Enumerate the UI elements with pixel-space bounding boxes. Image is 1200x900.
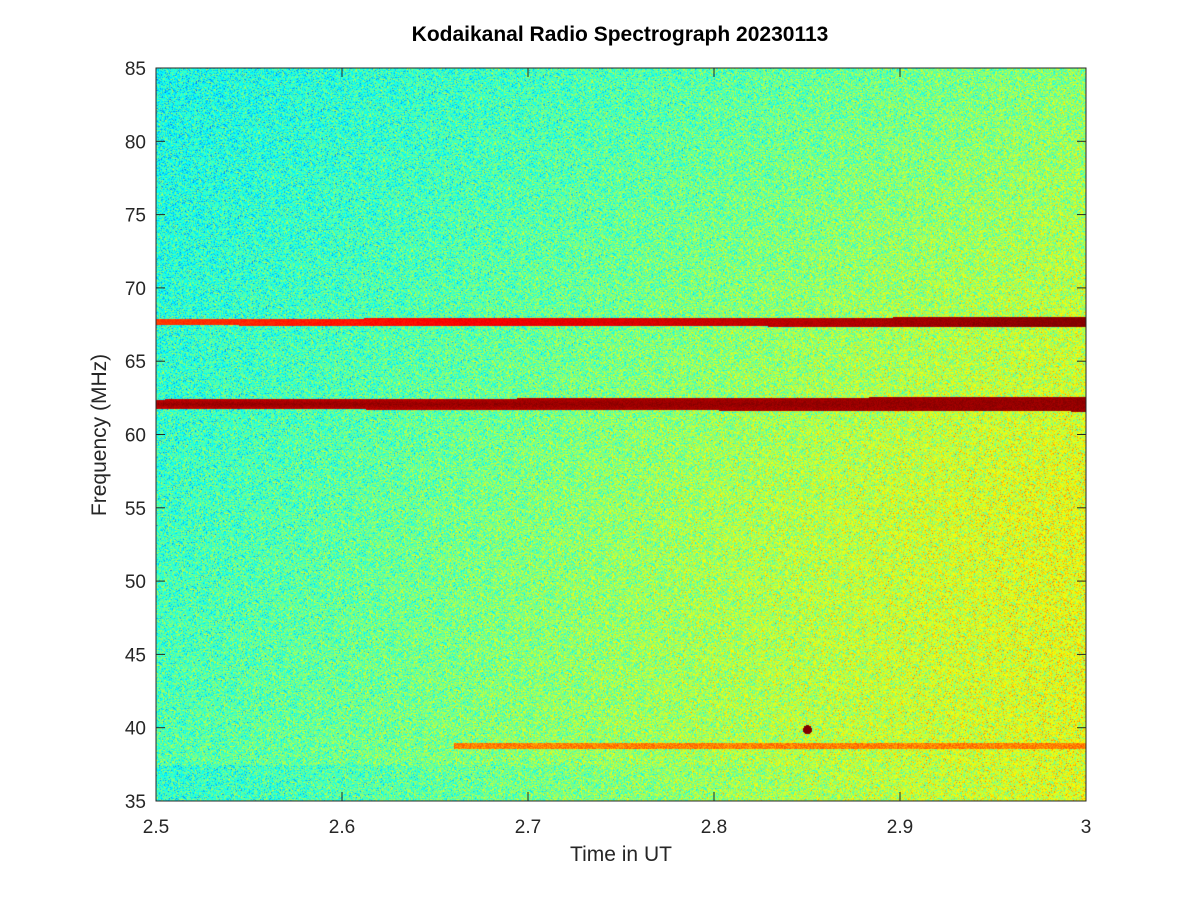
y-tick-label: 75 <box>125 206 146 227</box>
y-tick-label: 85 <box>125 59 146 80</box>
spectrogram-canvas <box>156 68 1086 801</box>
x-axis-label: Time in UT <box>570 843 672 866</box>
x-tick-label: 2.8 <box>701 817 727 838</box>
x-tick-label: 2.7 <box>515 817 541 838</box>
y-tick-label: 65 <box>125 352 146 373</box>
x-tick-label: 2.9 <box>887 817 913 838</box>
y-tick-label: 35 <box>125 792 146 813</box>
y-tick-label: 70 <box>125 279 146 300</box>
x-tick-label: 3 <box>1081 817 1092 838</box>
y-tick-label: 60 <box>125 426 146 447</box>
y-axis-label: Frequency (MHz) <box>88 354 111 516</box>
y-tick-label: 45 <box>125 645 146 666</box>
x-tick-label: 2.5 <box>143 817 169 838</box>
y-axis-ticks: 35 40 45 50 55 60 65 70 75 80 85 <box>125 59 1086 813</box>
y-tick-label: 50 <box>125 572 146 593</box>
spectrogram-area <box>156 68 1086 801</box>
x-tick-label: 2.6 <box>329 817 355 838</box>
y-tick-label: 80 <box>125 132 146 153</box>
y-tick-label: 55 <box>125 499 146 520</box>
chart-title: Kodaikanal Radio Spectrograph 20230113 <box>412 23 829 46</box>
x-axis-ticks: 2.5 2.6 2.7 2.8 2.9 3 <box>143 68 1092 838</box>
y-tick-label: 40 <box>125 719 146 740</box>
